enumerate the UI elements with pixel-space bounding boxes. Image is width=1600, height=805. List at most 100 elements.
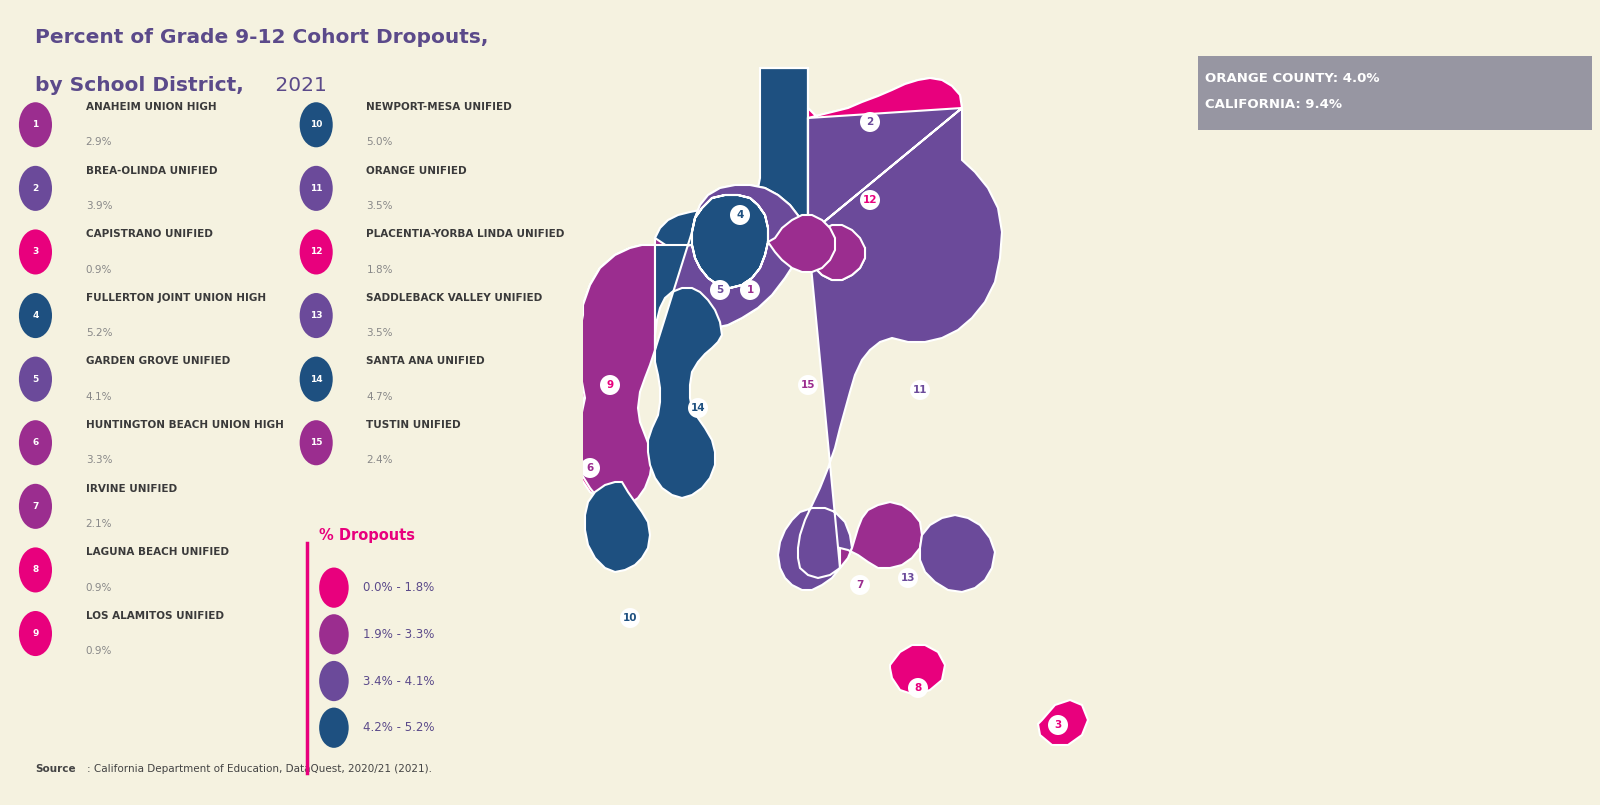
Circle shape: [299, 102, 333, 147]
Polygon shape: [576, 245, 654, 508]
Circle shape: [318, 661, 349, 701]
Text: 5: 5: [32, 374, 38, 384]
Polygon shape: [654, 68, 808, 328]
Text: PLACENTIA-YORBA LINDA UNIFIED: PLACENTIA-YORBA LINDA UNIFIED: [366, 229, 565, 239]
Text: 2.9%: 2.9%: [86, 138, 112, 147]
Text: ANAHEIM UNION HIGH: ANAHEIM UNION HIGH: [86, 102, 216, 112]
Text: 6: 6: [586, 463, 594, 473]
Circle shape: [299, 420, 333, 465]
Circle shape: [19, 293, 53, 338]
Text: 4: 4: [32, 311, 38, 320]
Polygon shape: [1038, 700, 1088, 745]
Circle shape: [909, 678, 928, 698]
FancyBboxPatch shape: [1198, 56, 1592, 130]
Text: 3.3%: 3.3%: [86, 456, 112, 465]
Circle shape: [861, 112, 880, 132]
Text: Percent of Grade 9-12 Cohort Dropouts,: Percent of Grade 9-12 Cohort Dropouts,: [35, 28, 490, 47]
Text: 0.0% - 1.8%: 0.0% - 1.8%: [363, 581, 435, 594]
Circle shape: [19, 611, 53, 656]
Circle shape: [739, 280, 760, 300]
Circle shape: [318, 568, 349, 608]
Text: 4: 4: [736, 210, 744, 220]
Text: 4.7%: 4.7%: [366, 392, 394, 402]
Circle shape: [19, 547, 53, 592]
Text: 3.4% - 4.1%: 3.4% - 4.1%: [363, 675, 435, 687]
Text: 7: 7: [32, 502, 38, 511]
Circle shape: [318, 708, 349, 748]
Text: 1.9% - 3.3%: 1.9% - 3.3%: [363, 628, 435, 641]
Circle shape: [19, 166, 53, 211]
Text: 2.1%: 2.1%: [86, 519, 112, 529]
Circle shape: [730, 205, 750, 225]
Text: 10: 10: [310, 120, 322, 130]
Text: 0.9%: 0.9%: [86, 583, 112, 592]
Text: 4.2% - 5.2%: 4.2% - 5.2%: [363, 721, 435, 734]
Text: LOS ALAMITOS UNIFIED: LOS ALAMITOS UNIFIED: [86, 611, 224, 621]
Text: 10: 10: [622, 613, 637, 623]
Text: 15: 15: [310, 438, 323, 448]
Text: 1.8%: 1.8%: [366, 265, 394, 275]
Text: 3: 3: [1054, 720, 1062, 730]
Circle shape: [898, 568, 918, 588]
Text: CAPISTRANO UNIFIED: CAPISTRANO UNIFIED: [86, 229, 213, 239]
Text: IRVINE UNIFIED: IRVINE UNIFIED: [86, 484, 178, 493]
Polygon shape: [778, 108, 1002, 590]
Text: 2.4%: 2.4%: [366, 456, 394, 465]
Text: : California Department of Education, DataQuest, 2020/21 (2021).: : California Department of Education, Da…: [88, 765, 432, 774]
Text: 12: 12: [310, 247, 323, 257]
Text: 3: 3: [32, 247, 38, 257]
Text: ORANGE COUNTY: 4.0%: ORANGE COUNTY: 4.0%: [1205, 72, 1379, 85]
Circle shape: [19, 484, 53, 529]
Circle shape: [579, 458, 600, 478]
Circle shape: [299, 357, 333, 402]
Text: 2021: 2021: [269, 76, 326, 96]
Text: HUNTINGTON BEACH UNION HIGH: HUNTINGTON BEACH UNION HIGH: [86, 420, 283, 430]
Text: 8: 8: [32, 565, 38, 575]
Text: ORANGE UNIFIED: ORANGE UNIFIED: [366, 166, 467, 175]
Text: 11: 11: [912, 385, 928, 395]
Text: Source: Source: [35, 765, 77, 774]
Text: 13: 13: [901, 573, 915, 583]
Text: 9: 9: [32, 629, 38, 638]
Polygon shape: [654, 185, 866, 328]
Text: BREA-OLINDA UNIFIED: BREA-OLINDA UNIFIED: [86, 166, 218, 175]
Text: % Dropouts: % Dropouts: [318, 528, 414, 543]
Text: 0.9%: 0.9%: [86, 265, 112, 275]
Text: 14: 14: [310, 374, 323, 384]
Polygon shape: [920, 515, 995, 592]
Text: 7: 7: [856, 580, 864, 590]
Circle shape: [850, 575, 870, 595]
Text: 12: 12: [862, 195, 877, 205]
Circle shape: [318, 614, 349, 654]
Polygon shape: [760, 68, 962, 155]
Circle shape: [861, 190, 880, 210]
Text: FULLERTON JOINT UNION HIGH: FULLERTON JOINT UNION HIGH: [86, 293, 266, 303]
Text: 3.9%: 3.9%: [86, 201, 112, 211]
Circle shape: [299, 166, 333, 211]
Text: 2: 2: [32, 184, 38, 193]
Polygon shape: [654, 185, 808, 328]
Text: NEWPORT-MESA UNIFIED: NEWPORT-MESA UNIFIED: [366, 102, 512, 112]
Polygon shape: [768, 215, 835, 272]
Text: 6: 6: [32, 438, 38, 448]
Circle shape: [600, 375, 621, 395]
Polygon shape: [840, 502, 922, 568]
Text: TUSTIN UNIFIED: TUSTIN UNIFIED: [366, 420, 461, 430]
Text: 0.9%: 0.9%: [86, 646, 112, 656]
Text: by School District,: by School District,: [35, 76, 245, 96]
Circle shape: [19, 357, 53, 402]
Circle shape: [621, 608, 640, 628]
Polygon shape: [890, 645, 946, 695]
Circle shape: [299, 229, 333, 275]
Text: 15: 15: [800, 380, 816, 390]
Text: 5.2%: 5.2%: [86, 328, 112, 338]
Text: CALIFORNIA: 9.4%: CALIFORNIA: 9.4%: [1205, 98, 1342, 112]
Text: 5.0%: 5.0%: [366, 138, 392, 147]
Text: LAGUNA BEACH UNIFIED: LAGUNA BEACH UNIFIED: [86, 547, 229, 557]
Polygon shape: [586, 482, 650, 572]
Text: 3.5%: 3.5%: [366, 201, 394, 211]
Polygon shape: [648, 195, 768, 498]
Polygon shape: [808, 78, 962, 280]
Text: 8: 8: [914, 683, 922, 693]
Circle shape: [19, 229, 53, 275]
